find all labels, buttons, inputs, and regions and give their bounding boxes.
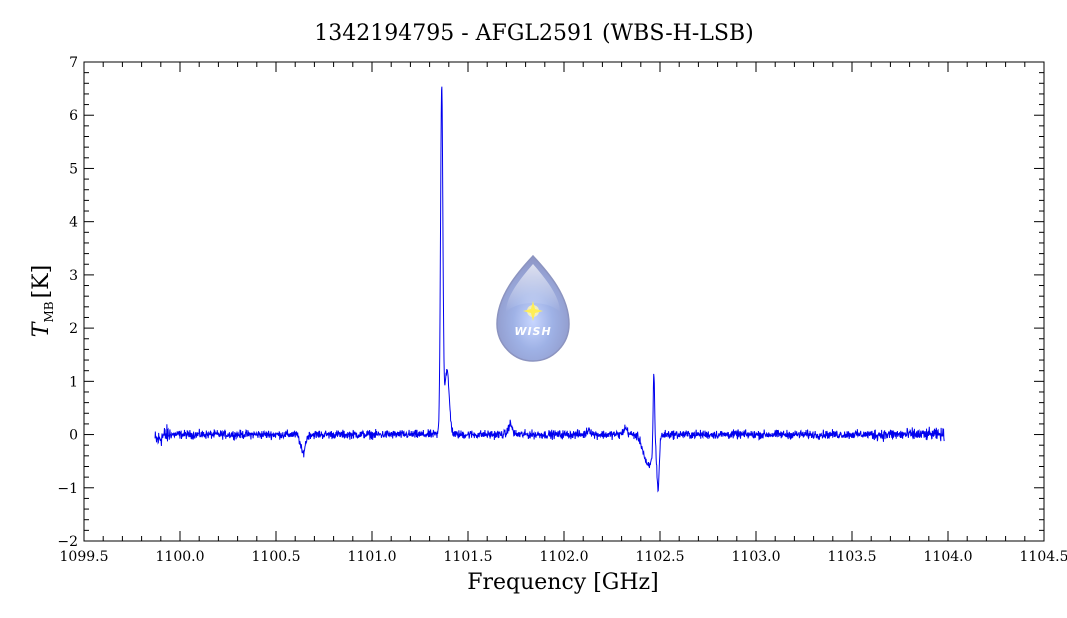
x-tick-label: 1103.5: [828, 549, 877, 565]
y-axis-label-subscript: MB: [42, 301, 56, 322]
x-tick-label: 1104.0: [924, 549, 973, 565]
x-axis-label: Frequency [GHz]: [467, 570, 659, 595]
x-tick-label: 1101.5: [444, 549, 493, 565]
y-tick-label: 2: [69, 321, 78, 337]
y-tick-label: 0: [69, 428, 78, 444]
x-tick-label: 1102.0: [540, 549, 589, 565]
logo-text: WISH: [514, 325, 551, 338]
y-tick-labels: −2 −1 0 1 2 3 4 5 6 7: [57, 55, 78, 550]
x-tick-label: 1100.0: [156, 549, 205, 565]
x-tick-label: 1100.5: [252, 549, 301, 565]
y-tick-label: 1: [69, 374, 78, 390]
x-tick-label: 1099.5: [60, 549, 109, 565]
y-tick-label: 4: [69, 215, 78, 231]
chart-title: 1342194795 - AFGL2591 (WBS-H-LSB): [314, 21, 753, 46]
star-icon: [523, 301, 543, 321]
y-tick-label: −1: [57, 481, 78, 497]
series-line: [154, 86, 945, 493]
y-tick-label: 3: [69, 268, 78, 284]
y-tick-label: 5: [69, 161, 78, 177]
y-tick-label: 6: [69, 108, 78, 124]
x-tick-labels: 1099.5 1100.0 1100.5 1101.0 1101.5 1102.0 1102…: [60, 549, 1067, 565]
x-tick-label: 1103.0: [732, 549, 781, 565]
wish-logo: WISH: [496, 254, 570, 362]
y-tick-label: −2: [57, 534, 78, 550]
x-tick-label: 1102.5: [636, 549, 685, 565]
y-tick-label: 7: [69, 55, 78, 71]
plot-frame: [83, 61, 1045, 542]
x-tick-label: 1104.5: [1020, 549, 1067, 565]
y-axis-label-unit: [K]: [29, 265, 54, 299]
y-axis-label-symbol: T: [29, 320, 54, 337]
y-axis-label: TMB[K]: [29, 265, 56, 337]
x-tick-label: 1101.0: [348, 549, 397, 565]
